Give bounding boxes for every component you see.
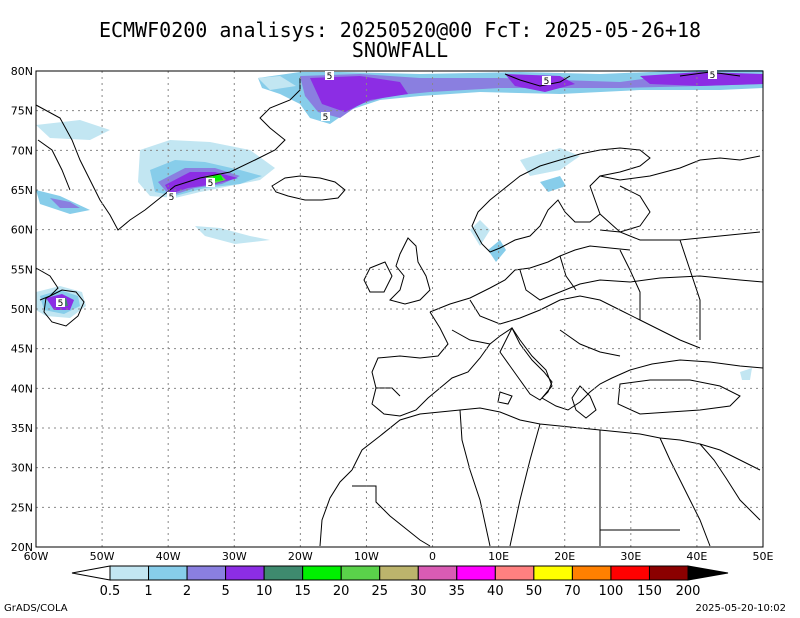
longitude-label: 30E — [620, 550, 641, 563]
colorbar-level-label: 100 — [598, 584, 624, 599]
colorbar-level-label: 0.5 — [99, 584, 121, 599]
colorbar-level-label: 1 — [144, 584, 153, 599]
latitude-label: 25N — [11, 501, 33, 514]
colorbar-level-label: 15 — [294, 584, 311, 599]
contour-label: 5 — [708, 70, 717, 81]
colorbar-level-label: 30 — [409, 584, 427, 599]
colorbar-box — [494, 565, 535, 581]
map-title-line1: ECMWF0200 analisys: 20250520@00 FcT: 202… — [98, 18, 702, 42]
map-frame — [35, 70, 764, 548]
map-title-line2: SNOWFALL — [351, 38, 449, 62]
contour-label: 5 — [321, 112, 330, 123]
longitude-label: 10E — [488, 550, 509, 563]
colorbar-box — [379, 565, 419, 581]
colorbar-level-label: 35 — [448, 584, 466, 599]
contour-labels: 5 5 5 5 5 5 5 — [56, 70, 717, 309]
contour-label-text: 5 — [323, 113, 329, 123]
colorbar-box — [263, 565, 304, 581]
longitude-label: 20W — [288, 550, 313, 563]
longitude-label: 50E — [753, 550, 774, 563]
colorbar — [71, 565, 729, 581]
longitude-label: 60W — [24, 550, 49, 563]
latitude-label: 60N — [11, 224, 33, 237]
colorbar-box — [456, 565, 496, 581]
longitude-label: 40W — [156, 550, 181, 563]
colorbar-level-label: 10 — [255, 584, 273, 599]
graticule — [36, 71, 764, 547]
contour-label-text: 5 — [544, 77, 550, 87]
contour-label: 5 — [167, 192, 176, 203]
colorbar-level-label: 5 — [221, 584, 230, 599]
latitude-label: 55N — [11, 263, 33, 276]
colorbar-level-label: 20 — [332, 584, 350, 599]
latitude-label: 20N — [11, 541, 33, 554]
colorbar-box — [533, 565, 573, 581]
colorbar-box — [648, 565, 689, 581]
colorbar-over-arrow — [687, 565, 729, 581]
colorbar-box — [417, 565, 458, 581]
contour-label-text: 5 — [208, 179, 214, 189]
longitude-label: 10W — [354, 550, 379, 563]
colorbar-level-label: 150 — [637, 584, 662, 599]
colorbar-box — [571, 565, 612, 581]
contour-label-text: 5 — [327, 72, 333, 82]
colorbar-box — [225, 565, 265, 581]
footer-credit: GrADS/COLA — [4, 603, 68, 614]
colorbar-under-arrow — [71, 565, 111, 581]
colorbar-level-label: 50 — [525, 584, 543, 599]
snowfall-shading — [36, 70, 763, 380]
longitude-label: 30W — [222, 550, 247, 563]
latitude-label: 80N — [11, 65, 33, 78]
colorbar-box — [109, 565, 150, 581]
contour-label-text: 5 — [710, 71, 716, 81]
longitude-label: 20E — [554, 550, 575, 563]
contour-label: 5 — [56, 298, 65, 309]
colorbar-box — [186, 565, 227, 581]
colorbar-level-label: 70 — [564, 584, 581, 599]
contour-label-text: 5 — [58, 299, 64, 309]
latitude-label: 75N — [11, 105, 33, 118]
longitude-label: 50W — [90, 550, 115, 563]
colorbar-level-label: 25 — [371, 584, 388, 599]
colorbar-box — [302, 565, 342, 581]
longitude-label: 40E — [686, 550, 707, 563]
contour-label: 5 — [542, 76, 551, 87]
latitude-label: 35N — [11, 422, 33, 435]
latitude-label: 50N — [11, 303, 33, 316]
latitude-label: 40N — [11, 382, 33, 395]
latitude-label: 70N — [11, 144, 33, 157]
colorbar-level-label: 40 — [487, 584, 504, 599]
latitude-labels: 80N 75N 70N 65N 60N 55N 50N 45N 40N 35N 30N 25N 20N — [11, 65, 33, 554]
coastlines — [35, 71, 764, 547]
colorbar-level-label: 200 — [675, 584, 701, 599]
colorbar-box — [340, 565, 381, 581]
colorbar-level-label: 2 — [182, 584, 192, 599]
latitude-label: 30N — [11, 462, 33, 475]
latitude-label: 45N — [11, 343, 33, 356]
contour-label: 5 — [206, 178, 215, 189]
colorbar-box — [610, 565, 650, 581]
latitude-label: 65N — [11, 184, 33, 197]
longitude-labels: 60W 50W 40W 30W 20W 10W 0 10E 20E 30E 40E 50E — [24, 550, 774, 563]
longitude-label: 0 — [429, 550, 436, 563]
colorbar-box — [148, 565, 188, 581]
contour-label-text: 5 — [169, 193, 175, 203]
contour-label: 5 — [325, 71, 334, 82]
footer-timestamp: 2025-05-20-10:02 — [695, 603, 786, 614]
